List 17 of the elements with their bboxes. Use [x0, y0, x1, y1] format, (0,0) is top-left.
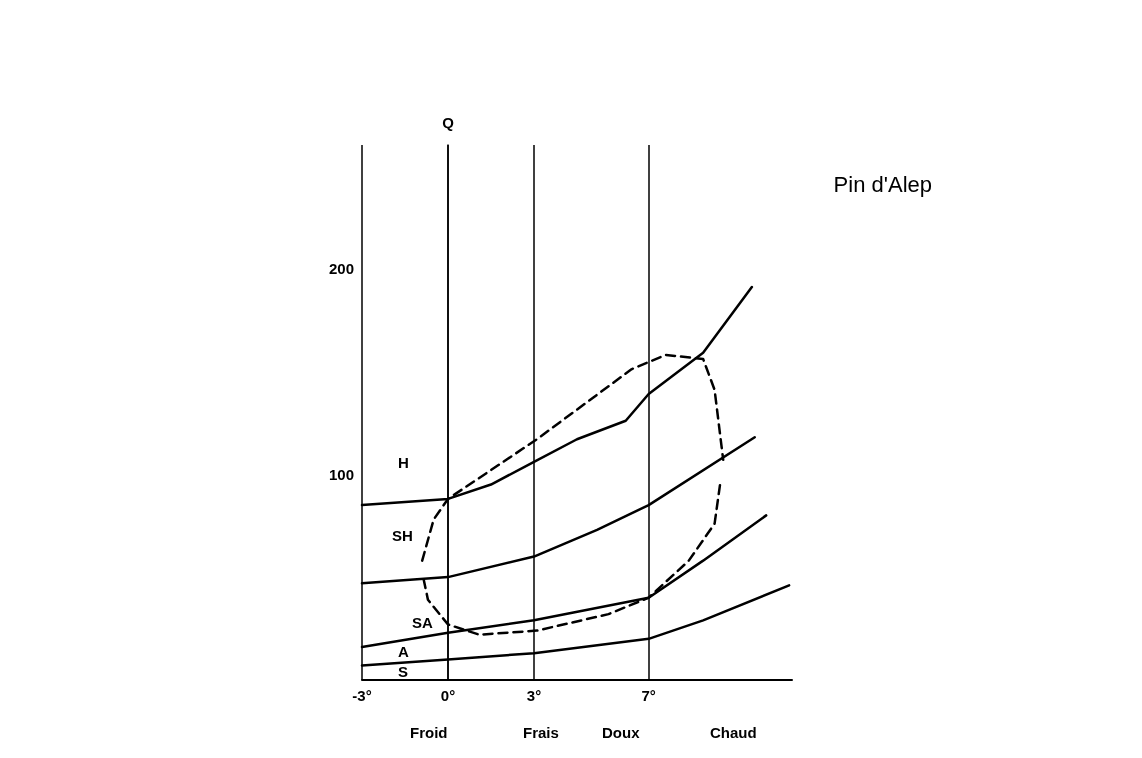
y-axis-title: Q	[442, 114, 455, 131]
x-tick-label: -3°	[352, 687, 372, 704]
text: Chaud	[710, 724, 757, 741]
annotation: SH	[392, 527, 413, 544]
y-tick-label: 100	[328, 465, 354, 483]
annotation: SA	[412, 614, 433, 631]
text: Frais	[523, 724, 559, 741]
annotation: A	[398, 643, 409, 660]
x-tick-label: 3°	[526, 687, 542, 704]
text: Froid	[410, 724, 448, 741]
x-tick-label: 0°	[440, 687, 456, 704]
text: Doux	[602, 724, 641, 741]
text: Pin d'Alep	[833, 171, 933, 197]
y-tick-label: 200	[328, 259, 354, 277]
annotation: H	[398, 454, 409, 471]
annotation: S	[398, 663, 409, 680]
x-tick-label: 7°	[641, 687, 656, 704]
